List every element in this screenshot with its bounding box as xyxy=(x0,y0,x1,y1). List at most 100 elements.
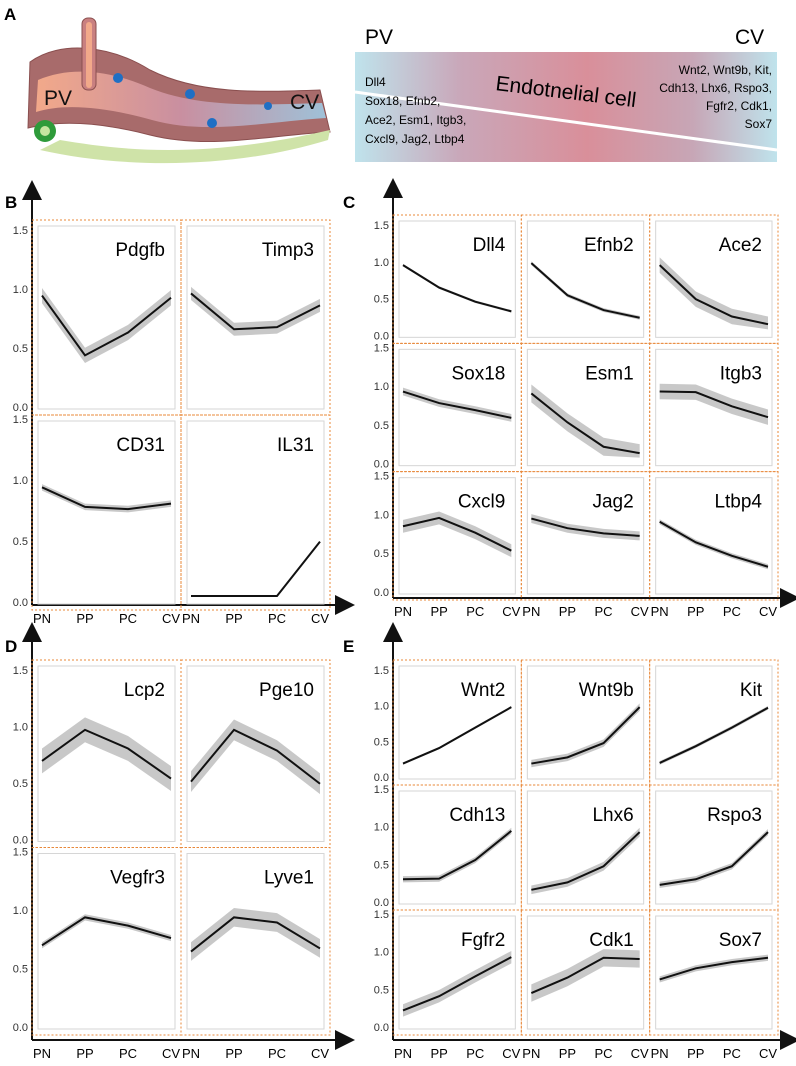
x-tick-label: PN xyxy=(394,1046,412,1061)
inner-plot-frame xyxy=(398,665,516,780)
x-tick-label: PP xyxy=(687,604,704,619)
subplot: Vegfr3 xyxy=(31,847,182,1036)
inner-plot-frame xyxy=(398,477,516,595)
confidence-band xyxy=(42,914,171,949)
series-line xyxy=(531,517,640,537)
subplot: Sox18 xyxy=(392,342,522,473)
series-line xyxy=(190,728,321,785)
y-tick-label: 0.5 xyxy=(13,778,28,790)
y-tick-label: 1.0 xyxy=(374,381,389,393)
series-line xyxy=(530,262,640,319)
subplot-title: Cdh13 xyxy=(449,805,505,826)
cv-gene-line: Fgfr2, Cdk1, xyxy=(706,99,772,113)
cv-side-label: CV xyxy=(735,26,764,49)
subplot-title: Cxcl9 xyxy=(458,492,506,513)
x-tick-label: CV xyxy=(502,604,520,619)
y-tick-label: 1.0 xyxy=(374,822,389,834)
cv-vessel-label: CV xyxy=(290,91,319,114)
subplot-title: Timp3 xyxy=(262,240,314,261)
x-tick-label: PP xyxy=(430,604,447,619)
panel-label: D xyxy=(5,637,17,656)
subplot-title: IL31 xyxy=(277,435,314,456)
subplot: Jag2 xyxy=(520,471,651,601)
subplot: Kit xyxy=(649,659,779,786)
y-tick-label: 1.5 xyxy=(374,909,389,921)
subplot-title: Vegfr3 xyxy=(110,868,165,889)
x-tick-label: PP xyxy=(76,1046,93,1061)
subplot-title: Dll4 xyxy=(473,235,506,256)
subplot: Itgb3 xyxy=(649,342,779,473)
panel-label: B xyxy=(5,193,17,212)
x-tick-label: PC xyxy=(723,1046,741,1061)
subplot: Lcp2 xyxy=(31,659,182,848)
subplot: Cdh13 xyxy=(392,784,522,911)
subplot: Dll4 xyxy=(392,214,522,344)
x-tick-label: PN xyxy=(33,1046,51,1061)
y-tick-label: 1.5 xyxy=(374,471,389,483)
inner-plot-frame xyxy=(398,790,516,905)
subplot-title: Ace2 xyxy=(719,235,762,256)
x-tick-label: PC xyxy=(119,1046,137,1061)
y-tick-label: 1.5 xyxy=(374,342,389,354)
panel-label: E xyxy=(343,637,354,656)
series-line xyxy=(402,264,512,313)
subplot: Pge10 xyxy=(180,659,331,848)
subplot-frame xyxy=(649,471,779,601)
confidence-band xyxy=(531,261,640,320)
cv-gene-line: Cdh13, Lhx6, Rspo3, xyxy=(659,81,772,95)
x-tick-label: CV xyxy=(162,1046,180,1061)
y-tick-label: 0.5 xyxy=(374,859,389,871)
x-tick-label: PP xyxy=(225,611,242,626)
series-line xyxy=(190,916,321,953)
y-tick-label: 1.0 xyxy=(13,475,28,487)
x-tick-label: PN xyxy=(182,611,200,626)
subplot-title: Lcp2 xyxy=(124,680,165,701)
series-line xyxy=(531,831,641,891)
subplot-title: Efnb2 xyxy=(584,235,634,256)
cv-gene-line: Wnt2, Wnt9b, Kit, xyxy=(679,63,772,77)
cv-gene-list: Wnt2, Wnt9b, Kit, Cdh13, Lhx6, Rspo3, Fg… xyxy=(659,63,772,131)
subplot-title: Pdgfb xyxy=(115,240,165,261)
inner-plot-frame xyxy=(655,477,773,595)
y-tick-label: 0.0 xyxy=(374,587,389,599)
x-tick-label: PN xyxy=(182,1046,200,1061)
chart-panel-c: C0.00.51.01.50.00.51.01.50.00.51.01.5PN P… xyxy=(343,178,796,619)
y-tick-label: 1.0 xyxy=(13,905,28,917)
pv-gene-line: Dll4 xyxy=(365,75,386,89)
confidence-band xyxy=(659,257,768,330)
subplot-title: Sox18 xyxy=(451,363,505,384)
x-tick-label: CV xyxy=(759,1046,777,1061)
subplot-title: Esm1 xyxy=(585,363,634,384)
x-tick-label: PC xyxy=(268,611,286,626)
x-tick-label: PN xyxy=(522,1046,540,1061)
vessel-illustration: PV CV xyxy=(27,17,331,164)
x-tick-label: CV xyxy=(162,611,180,626)
confidence-band xyxy=(191,908,320,961)
panel-a: A PV CV PV CV Endotnelial cell xyxy=(4,5,778,164)
confidence-band xyxy=(191,286,320,336)
pv-vessel-label: PV xyxy=(44,87,72,110)
series-line xyxy=(402,706,512,765)
subplot: Ltbp4 xyxy=(649,471,779,601)
series-line xyxy=(41,728,172,780)
inner-plot-frame xyxy=(655,665,773,780)
y-tick-label: 1.5 xyxy=(13,665,28,677)
pv-gene-list: Dll4 Sox18, Efnb2, Ace2, Esm1, Itgb3, Cx… xyxy=(365,75,466,146)
subplot-title: Jag2 xyxy=(592,492,633,513)
confidence-band xyxy=(659,829,768,888)
pv-gene-line: Ace2, Esm1, Itgb3, xyxy=(365,113,466,127)
subplot: Ace2 xyxy=(649,214,779,344)
subplot-title: Itgb3 xyxy=(720,363,762,384)
confidence-band xyxy=(531,949,640,1002)
y-tick-label: 1.5 xyxy=(374,220,389,232)
subplot-title: Wnt2 xyxy=(461,680,505,701)
y-tick-label: 0.5 xyxy=(374,548,389,560)
subplot: Wnt9b xyxy=(520,659,651,786)
y-tick-label: 1.0 xyxy=(374,947,389,959)
subplot: Lyve1 xyxy=(180,847,331,1036)
x-tick-label: PC xyxy=(268,1046,286,1061)
subplot: Fgfr2 xyxy=(392,909,522,1036)
series-line xyxy=(41,295,172,357)
y-tick-label: 0.5 xyxy=(374,736,389,748)
